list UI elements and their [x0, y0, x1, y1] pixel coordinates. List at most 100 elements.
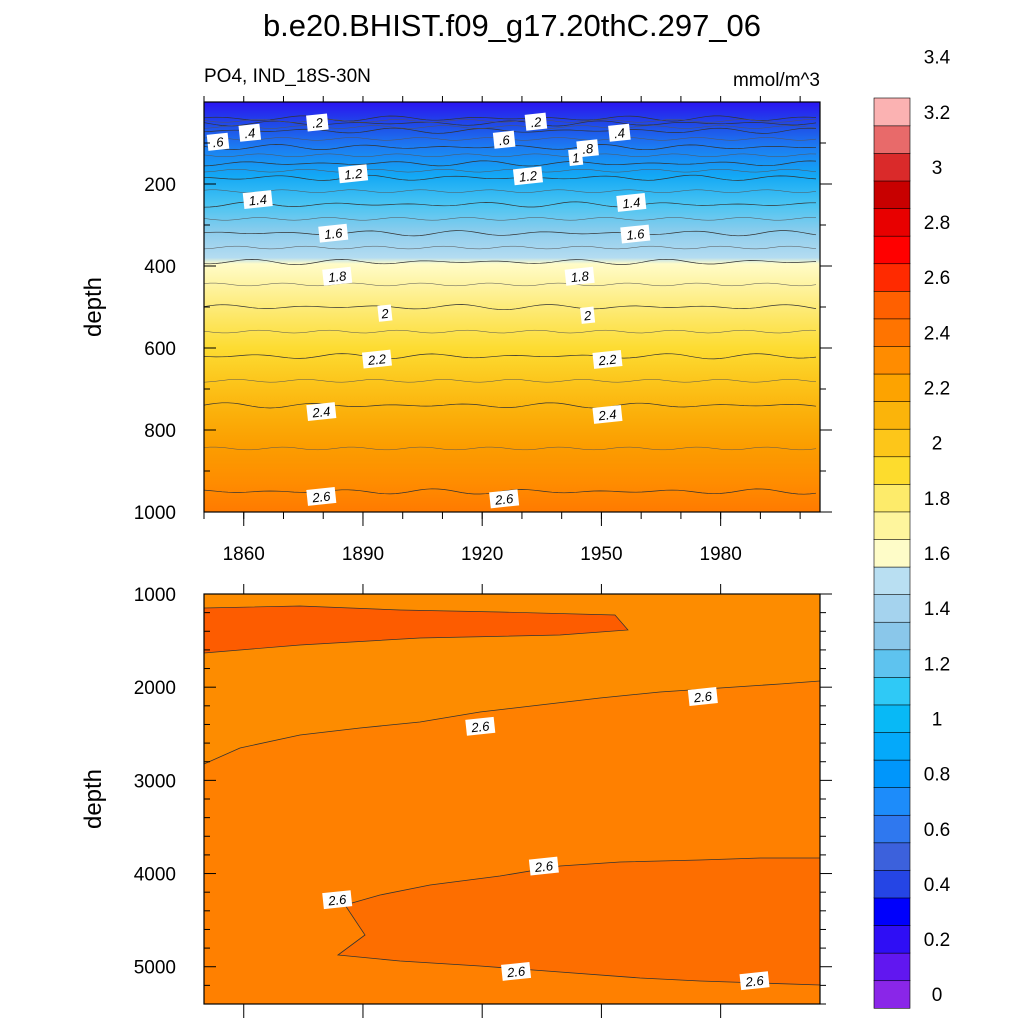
contour-label-bg	[524, 112, 548, 131]
contour-label-bg	[306, 486, 337, 506]
colorbar-swatch	[873, 980, 911, 1009]
contour-label-bg	[377, 304, 393, 322]
contour-line	[204, 160, 817, 167]
colorbar: 0 0.2 0.4 0.6 0.8 1 1.2 1.4 1.6 1.8 2 2.2 2.4 2.6 2.8 3…	[873, 48, 951, 1009]
contour-label: 1	[568, 148, 584, 167]
contour-label-bg	[489, 489, 520, 509]
contour-label: 2.6	[306, 486, 337, 506]
contour-label-bg	[322, 890, 353, 910]
lower-regions	[204, 605, 820, 1004]
contour-line-minor	[204, 282, 817, 287]
colorbar-swatch	[873, 842, 911, 871]
contour-line	[204, 201, 816, 208]
contour-label-bg	[238, 123, 262, 142]
upper-y-axis: 200 400 600 800 1000	[134, 142, 832, 524]
contour-label: 1.8	[564, 266, 595, 286]
contour-label: 2.2	[592, 350, 623, 369]
colorbar-swatch	[873, 401, 911, 430]
contour-label: .2	[306, 113, 329, 132]
colorbar-swatch	[873, 483, 911, 513]
contour-line-minor	[204, 446, 817, 451]
upper-fill	[204, 102, 820, 512]
upper-y-label: depth	[80, 277, 107, 337]
contour-label-text: .6	[498, 132, 511, 148]
y-tick-label: 2000	[134, 678, 176, 699]
contour-label-bg	[501, 961, 532, 981]
colorbar-swatch	[873, 952, 911, 982]
contour-label: 2.4	[592, 404, 623, 424]
contour-label-bg	[512, 166, 543, 186]
contour-label-text: .2	[530, 114, 543, 130]
colorbar-swatch	[873, 621, 911, 651]
contour-line	[204, 120, 817, 127]
upper-contours	[204, 115, 817, 495]
colorbar-swatch	[873, 152, 911, 182]
contour-label-text: 2.6	[744, 973, 765, 990]
colorbar-swatch	[873, 125, 911, 154]
y-tick-label: 1000	[134, 503, 176, 524]
contour-label-bg	[739, 971, 770, 991]
contour-label-text: 1.8	[570, 268, 590, 285]
contour-label-text: .4	[613, 125, 625, 141]
contour-label: 2.6	[528, 856, 559, 876]
y-tick-label: 5000	[134, 958, 176, 979]
colorbar-label: 1.6	[924, 544, 950, 565]
colorbar-swatch	[873, 897, 911, 926]
colorbar-label: 3.4	[924, 48, 951, 69]
contour-label: 2.6	[739, 971, 770, 991]
contour-label-bg	[592, 350, 623, 369]
contour-line-minor	[204, 217, 816, 221]
contour-label-bg	[580, 306, 596, 324]
contour-label: .4	[238, 123, 262, 142]
contour-label: 2.6	[322, 890, 353, 910]
contour-line-minor	[204, 153, 817, 157]
colorbar-swatch	[873, 263, 911, 292]
contour-label: 1.2	[338, 164, 369, 184]
colorbar-swatch	[873, 676, 911, 706]
contour-line-minor	[204, 119, 816, 123]
contour-label-text: 2	[380, 306, 391, 322]
contour-label-text: 2.6	[505, 963, 526, 980]
contour-label-text: 2.6	[493, 491, 514, 508]
contour-line-minor	[204, 245, 817, 250]
contour-label: 2.6	[687, 687, 718, 706]
x-tick-label: 1950	[580, 544, 622, 565]
contour-label-bg	[306, 402, 337, 421]
contour-label-text: 1.6	[324, 225, 344, 242]
colorbar-label: 1.8	[924, 489, 950, 510]
colorbar-swatch	[873, 235, 911, 265]
y-tick-label: 200	[144, 175, 176, 196]
colorbar-swatch	[873, 538, 911, 568]
contour-line	[204, 230, 817, 237]
subtitle-left: PO4, IND_18S-30N	[204, 66, 371, 87]
colorbar-swatch	[873, 428, 911, 458]
colorbar-swatch	[873, 594, 911, 623]
contour-label-text: 1.4	[622, 195, 642, 212]
contour-label-bg	[616, 193, 647, 212]
colorbar-label: 2	[932, 434, 943, 455]
contour-label-text: 2.6	[533, 858, 554, 875]
contour-label-text: .2	[311, 115, 324, 131]
contour-label-bg	[306, 113, 329, 132]
x-tick-label: 1890	[342, 544, 384, 565]
colorbar-label: 3	[932, 158, 943, 179]
colorbar-swatch	[873, 924, 911, 954]
contour-label: .2	[524, 112, 548, 131]
contour-label: 1.2	[512, 166, 543, 186]
contour-label: .6	[206, 132, 230, 151]
contour-line-minor	[204, 169, 817, 173]
colorbar-swatch	[873, 345, 911, 375]
colorbar-swatch	[873, 704, 911, 733]
y-tick-label: 800	[144, 421, 176, 442]
contour-label-bg	[687, 687, 718, 706]
colorbar-label: 0	[932, 985, 943, 1006]
colorbar-swatch	[873, 759, 911, 789]
contour-label-bg	[361, 349, 392, 369]
colorbar-swatch	[873, 869, 911, 899]
colorbar-swatch	[873, 731, 911, 761]
colorbar-swatch	[873, 456, 911, 485]
contour-label-text: 1.2	[518, 168, 538, 185]
contour-label: .6	[492, 130, 516, 149]
colorbar-swatch	[873, 566, 911, 595]
